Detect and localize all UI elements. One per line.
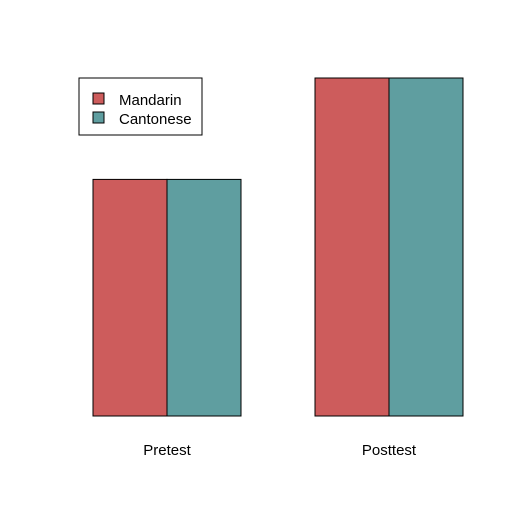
category-label-posttest: Posttest <box>362 442 417 459</box>
legend-box <box>78 77 203 136</box>
bar-pretest-mandarin <box>92 178 168 417</box>
bar-posttest-cantonese <box>388 77 464 417</box>
legend-label-cantonese: Cantonese <box>119 111 192 128</box>
bar-pretest-cantonese <box>166 178 242 417</box>
legend-swatch-cantonese <box>92 111 105 124</box>
legend-label-mandarin: Mandarin <box>119 92 182 109</box>
legend-swatch-mandarin <box>92 92 105 105</box>
category-labels: Pretest Posttest <box>143 442 417 459</box>
legend: Mandarin Cantonese <box>78 77 203 136</box>
category-label-pretest: Pretest <box>143 442 191 459</box>
bars-group <box>92 77 464 417</box>
bar-posttest-mandarin <box>314 77 390 417</box>
